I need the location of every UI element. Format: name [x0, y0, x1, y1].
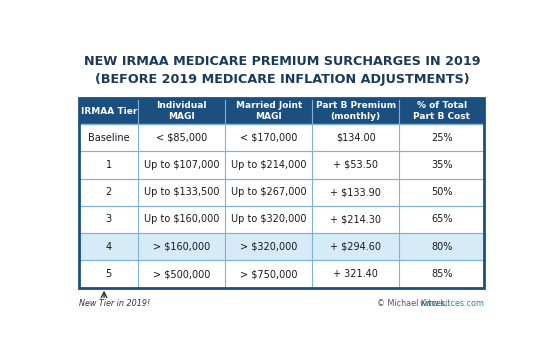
Text: www.kitces.com: www.kitces.com	[419, 299, 485, 307]
Text: © Michael Kitces,: © Michael Kitces,	[377, 299, 450, 307]
Bar	[79, 206, 485, 233]
Text: + $294.60: + $294.60	[331, 242, 381, 252]
Bar	[79, 98, 485, 288]
Text: Up to $320,000: Up to $320,000	[231, 215, 306, 224]
Text: IRMAA Tier: IRMAA Tier	[81, 106, 137, 116]
Bar	[79, 151, 485, 179]
Text: 85%: 85%	[431, 269, 453, 279]
Text: Up to $267,000: Up to $267,000	[231, 187, 306, 197]
Text: Individual
MAGI: Individual MAGI	[156, 101, 207, 121]
Text: > $320,000: > $320,000	[240, 242, 298, 252]
Text: 1: 1	[106, 160, 112, 170]
Text: New Tier in 2019!: New Tier in 2019!	[79, 299, 151, 307]
Text: + $133.90: + $133.90	[331, 187, 381, 197]
Text: NEW IRMAA MEDICARE PREMIUM SURCHARGES IN 2019: NEW IRMAA MEDICARE PREMIUM SURCHARGES IN…	[84, 55, 480, 68]
Bar	[79, 98, 485, 124]
Text: (BEFORE 2019 MEDICARE INFLATION ADJUSTMENTS): (BEFORE 2019 MEDICARE INFLATION ADJUSTME…	[95, 73, 469, 86]
Text: 4: 4	[106, 242, 112, 252]
Text: $134.00: $134.00	[336, 133, 376, 142]
Bar	[79, 260, 485, 288]
Text: + 321.40: + 321.40	[333, 269, 378, 279]
Text: Up to $214,000: Up to $214,000	[231, 160, 306, 170]
Text: < $170,000: < $170,000	[240, 133, 298, 142]
Text: Up to $160,000: Up to $160,000	[144, 215, 219, 224]
Text: 3: 3	[106, 215, 112, 224]
Text: 5: 5	[106, 269, 112, 279]
Text: % of Total
Part B Cost: % of Total Part B Cost	[414, 101, 470, 121]
Text: Up to $133,500: Up to $133,500	[144, 187, 219, 197]
Text: 25%: 25%	[431, 133, 453, 142]
Text: 2: 2	[106, 187, 112, 197]
Text: + $53.50: + $53.50	[333, 160, 378, 170]
Text: < $85,000: < $85,000	[156, 133, 207, 142]
Text: Up to $107,000: Up to $107,000	[144, 160, 219, 170]
Text: 35%: 35%	[431, 160, 453, 170]
Bar	[79, 233, 485, 260]
Text: 80%: 80%	[431, 242, 453, 252]
Bar	[79, 179, 485, 206]
Text: Part B Premium
(monthly): Part B Premium (monthly)	[316, 101, 396, 121]
Text: > $160,000: > $160,000	[153, 242, 210, 252]
Text: + $214.30: + $214.30	[331, 215, 381, 224]
Text: Married Joint
MAGI: Married Joint MAGI	[235, 101, 302, 121]
Bar	[79, 124, 485, 151]
Text: 50%: 50%	[431, 187, 453, 197]
Text: > $500,000: > $500,000	[153, 269, 210, 279]
Text: 65%: 65%	[431, 215, 453, 224]
Text: > $750,000: > $750,000	[240, 269, 298, 279]
Text: Baseline: Baseline	[88, 133, 130, 142]
